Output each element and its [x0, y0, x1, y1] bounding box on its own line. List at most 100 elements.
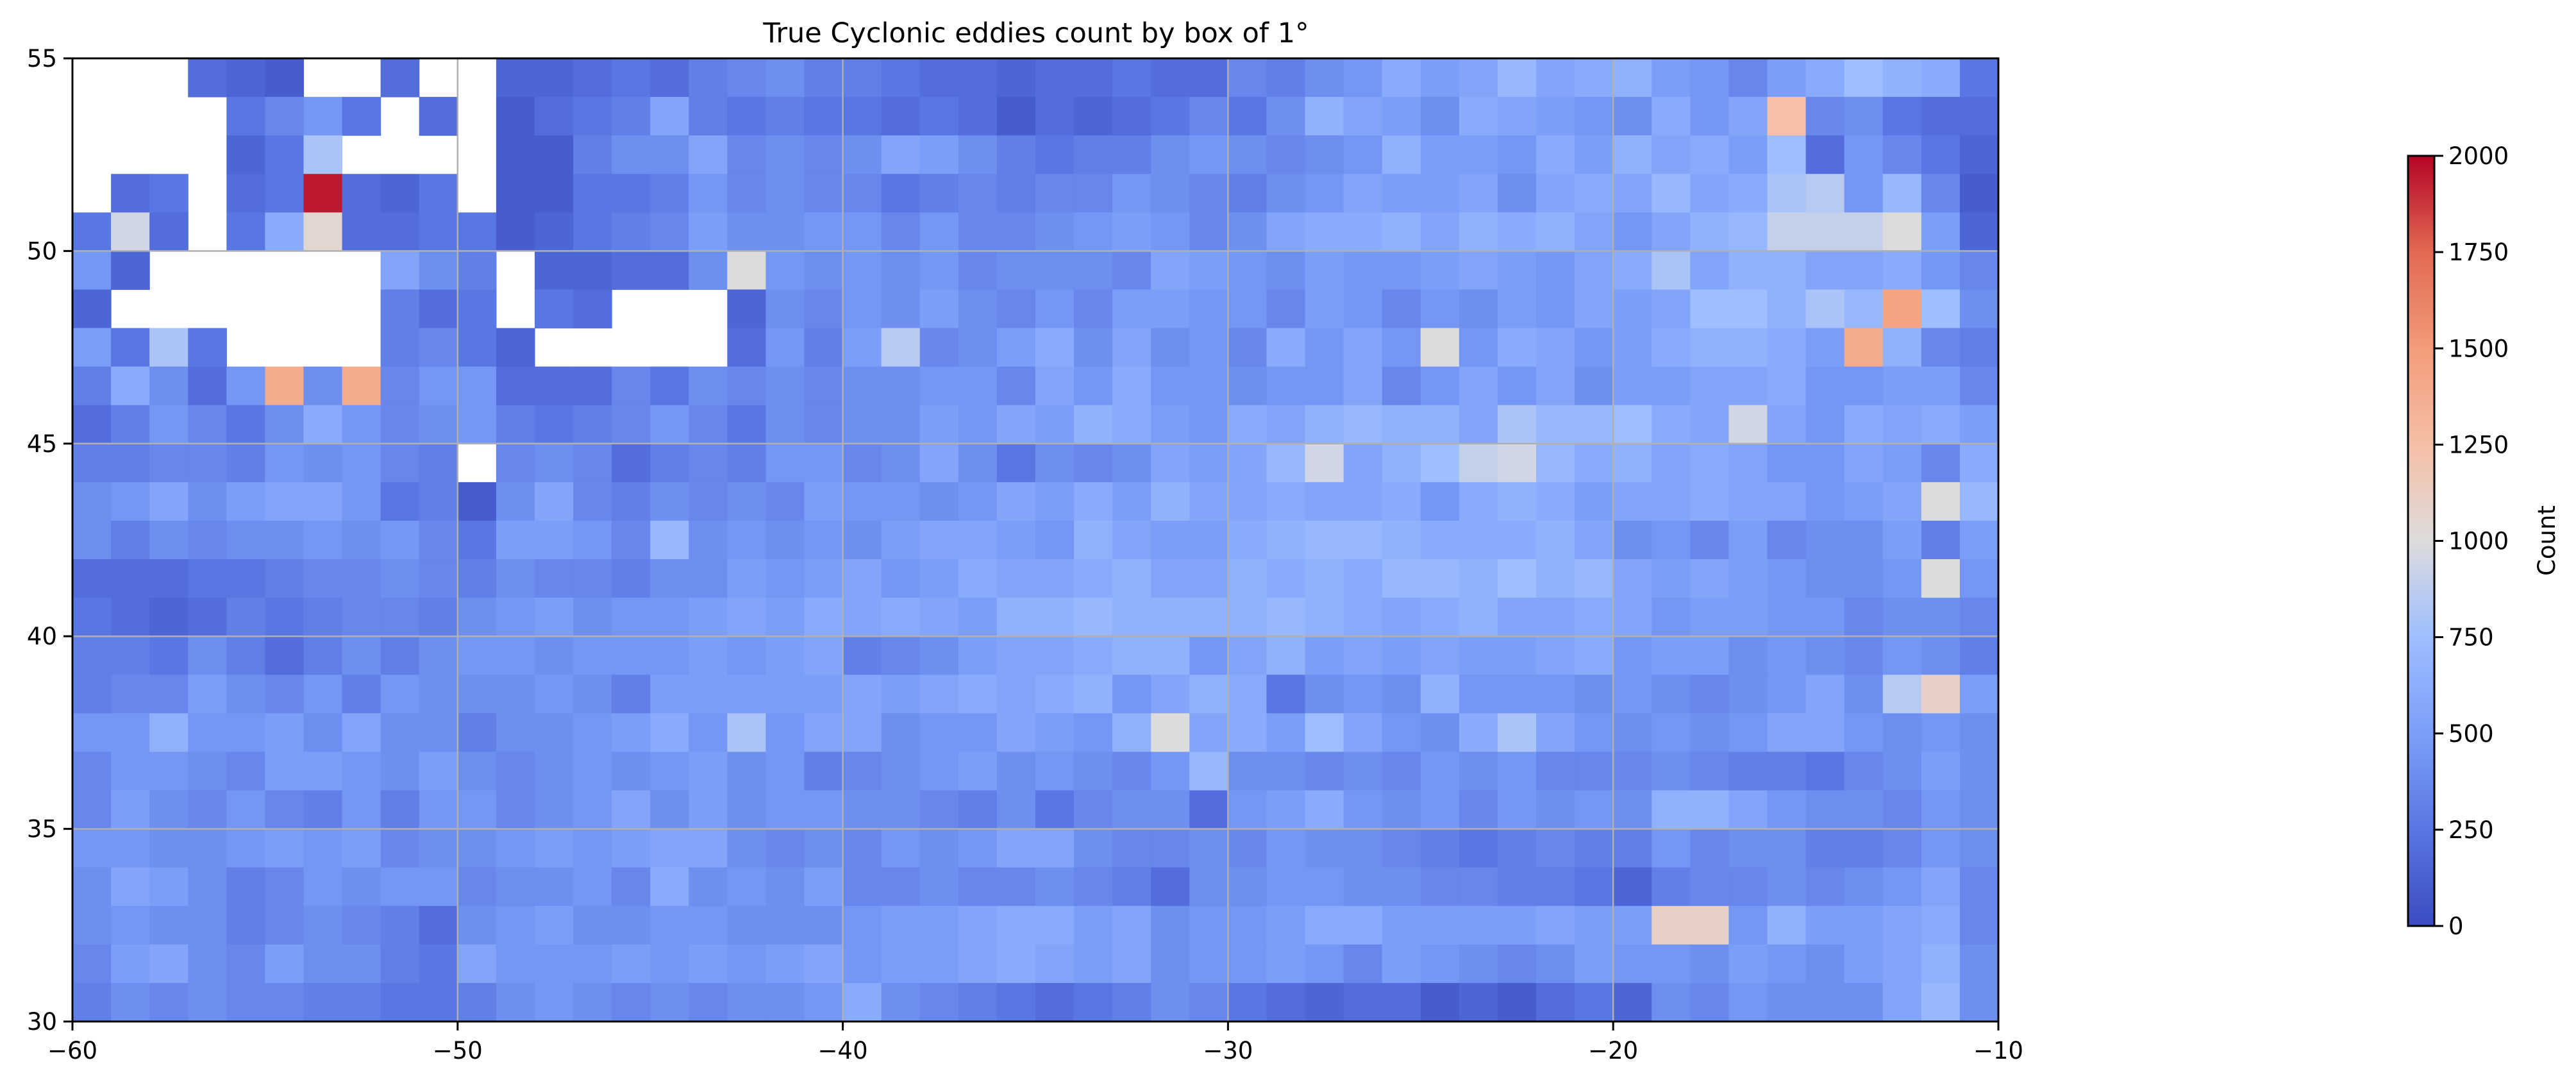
heatmap-cell — [188, 790, 227, 830]
heatmap-cell — [496, 828, 535, 868]
heatmap-cell — [1882, 867, 1922, 907]
heatmap-cell — [1382, 752, 1421, 791]
heatmap-cell — [1536, 58, 1575, 97]
heatmap-cell — [1074, 790, 1113, 830]
heatmap-cell — [958, 944, 998, 984]
heatmap-cell — [1420, 790, 1460, 830]
heatmap-cell — [689, 58, 728, 97]
heatmap-cell — [1728, 790, 1768, 830]
heatmap-cell — [1844, 520, 1884, 560]
heatmap-cell — [1035, 713, 1075, 753]
heatmap-cell — [727, 982, 767, 1022]
heatmap-cell — [1151, 482, 1190, 521]
heatmap-cell — [1228, 135, 1267, 174]
heatmap-cell — [958, 520, 998, 560]
heatmap-cell — [881, 97, 921, 136]
heatmap-cell — [342, 520, 381, 560]
heatmap-cell — [1459, 598, 1498, 637]
heatmap-cell — [303, 675, 343, 714]
heatmap-cell — [1844, 212, 1884, 251]
heatmap-cell — [149, 405, 188, 444]
heatmap-cell — [111, 790, 150, 830]
heatmap-cell — [996, 559, 1036, 598]
heatmap-cell — [1382, 135, 1421, 174]
heatmap-cell — [149, 520, 188, 560]
heatmap-cell — [1305, 982, 1344, 1022]
heatmap-cell — [958, 443, 998, 483]
colorbar-tick-label: 1000 — [2448, 528, 2509, 555]
heatmap-cell — [1536, 636, 1575, 675]
heatmap-cell — [534, 713, 574, 753]
heatmap-cell — [1459, 752, 1498, 791]
heatmap-cell — [1189, 97, 1228, 136]
heatmap-cell — [72, 944, 112, 984]
heatmap-cell — [1575, 366, 1614, 406]
heatmap-cell — [1882, 135, 1922, 174]
heatmap-cell — [1228, 905, 1267, 945]
heatmap-cell — [534, 135, 574, 174]
heatmap-cell — [380, 212, 420, 251]
heatmap-cell — [1382, 289, 1421, 329]
heatmap-cell — [496, 97, 535, 136]
heatmap-cell — [650, 867, 689, 907]
heatmap-cell — [958, 482, 998, 521]
heatmap-cell — [419, 328, 458, 367]
heatmap-cell — [1151, 944, 1190, 984]
heatmap-cell — [804, 905, 844, 945]
heatmap-cell — [612, 675, 651, 714]
heatmap-cell — [1382, 982, 1421, 1022]
heatmap-cell — [727, 443, 767, 483]
heatmap-cell — [804, 944, 844, 984]
heatmap-cell — [650, 174, 689, 213]
heatmap-cell — [689, 636, 728, 675]
heatmap-cell — [188, 520, 227, 560]
heatmap-cell — [303, 713, 343, 753]
heatmap-cell — [534, 790, 574, 830]
heatmap-cell — [650, 559, 689, 598]
heatmap-cell — [689, 520, 728, 560]
heatmap-cell — [1575, 982, 1614, 1022]
heatmap-cell — [1035, 752, 1075, 791]
heatmap-cell — [1882, 405, 1922, 444]
heatmap-cell — [188, 405, 227, 444]
heatmap-cell — [149, 675, 188, 714]
heatmap-cell — [1536, 867, 1575, 907]
heatmap-cell — [996, 944, 1036, 984]
heatmap-cell — [1497, 905, 1537, 945]
heatmap-cell — [1459, 713, 1498, 753]
heatmap-cell — [1497, 559, 1537, 598]
heatmap-cell — [1228, 289, 1267, 329]
heatmap-cell — [265, 905, 305, 945]
heatmap-cell — [1613, 598, 1652, 637]
heatmap-cell — [1266, 713, 1306, 753]
heatmap-cell — [919, 598, 959, 637]
heatmap-cell — [1575, 328, 1614, 367]
heatmap-cell — [1305, 58, 1344, 97]
heatmap-cell — [1690, 97, 1730, 136]
heatmap-cell — [1767, 405, 1807, 444]
heatmap-cell — [1728, 867, 1768, 907]
heatmap-cell — [1882, 174, 1922, 213]
heatmap-cell — [1728, 520, 1768, 560]
heatmap-cell — [1767, 675, 1807, 714]
heatmap-cell — [1459, 636, 1498, 675]
heatmap-cell — [1112, 97, 1151, 136]
heatmap-cell — [1728, 97, 1768, 136]
heatmap-cell — [188, 366, 227, 406]
heatmap-cell — [958, 174, 998, 213]
heatmap-cell — [1151, 675, 1190, 714]
heatmap-cell — [1151, 982, 1190, 1022]
heatmap-cell — [1112, 58, 1151, 97]
heatmap-cell — [1151, 828, 1190, 868]
heatmap-cell — [1690, 867, 1730, 907]
heatmap-cell — [1805, 251, 1845, 290]
heatmap-cell — [380, 174, 420, 213]
heatmap-cell — [226, 867, 265, 907]
heatmap-cell — [689, 790, 728, 830]
heatmap-cell — [573, 251, 612, 290]
heatmap-cell — [1921, 289, 1961, 329]
heatmap-cell — [380, 752, 420, 791]
heatmap-cell — [457, 713, 497, 753]
heatmap-cell — [72, 328, 112, 367]
heatmap-cell — [1420, 482, 1460, 521]
